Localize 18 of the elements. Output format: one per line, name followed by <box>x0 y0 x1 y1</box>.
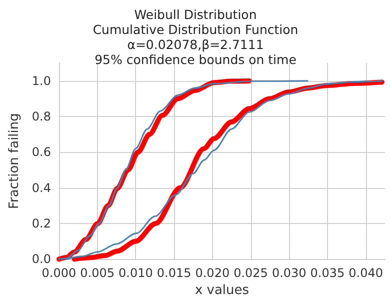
x-tick-label: 0.005 <box>80 266 115 280</box>
x-tick-label: 0.000 <box>42 266 76 280</box>
x-tick-label: 0.035 <box>310 266 345 280</box>
y-tick-label: 0.8 <box>32 109 51 124</box>
x-tick-label: 0.015 <box>156 266 192 280</box>
y-tick-label: 0.2 <box>32 216 51 230</box>
chart-title: Weibull Distribution Cumulative Distribution Function α=0.02078,β=2.7111 95% confidence bounds on time <box>92 7 298 67</box>
x-tick-label: 0.025 <box>234 266 268 280</box>
x-tick-label: 0.030 <box>272 266 306 280</box>
x-tick-label: 0.020 <box>195 266 230 280</box>
y-tick-label: 1.0 <box>32 74 51 88</box>
x-tick-label: 0.040 <box>348 266 383 280</box>
y-tick-label: 0.4 <box>32 180 51 195</box>
x-tick-label: 0.010 <box>118 266 153 280</box>
y-tick-label: 0.6 <box>32 145 51 160</box>
y-axis-title: Fraction failing <box>7 113 22 210</box>
x-axis-title: x values <box>194 283 250 298</box>
y-tick-label: 0.0 <box>32 252 51 266</box>
